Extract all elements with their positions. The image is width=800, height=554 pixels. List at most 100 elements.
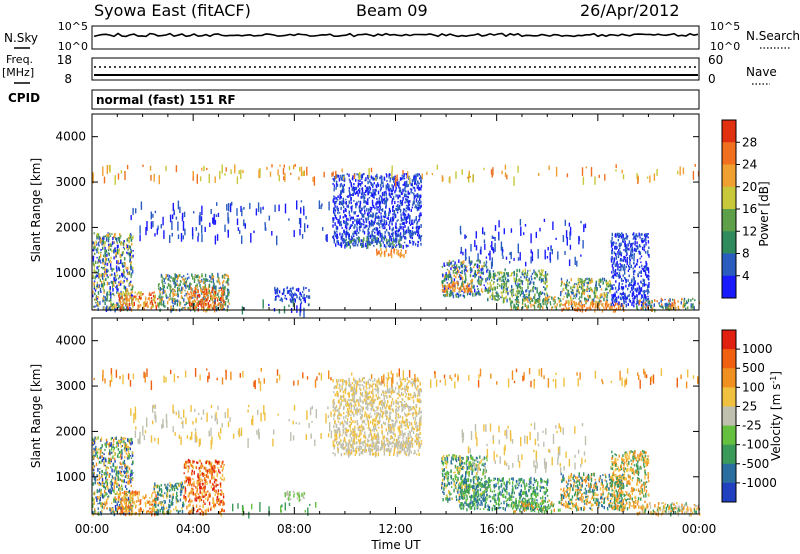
range-gate-cell bbox=[100, 511, 102, 513]
range-gate-cell bbox=[419, 175, 422, 179]
range-gate-cell bbox=[477, 271, 480, 273]
range-gate-cell bbox=[258, 169, 260, 179]
range-gate-cell bbox=[639, 299, 641, 303]
range-gate-cell bbox=[403, 212, 406, 216]
range-gate-cell bbox=[400, 219, 403, 222]
range-gate-cell bbox=[533, 304, 535, 307]
range-gate-cell bbox=[578, 290, 580, 293]
range-gate-cell bbox=[236, 218, 239, 226]
range-gate-cell bbox=[123, 262, 125, 265]
range-gate-cell bbox=[277, 294, 279, 296]
range-gate-cell bbox=[196, 283, 198, 286]
range-gate-cell bbox=[259, 168, 261, 177]
range-gate-cell bbox=[96, 479, 99, 481]
range-gate-cell bbox=[487, 289, 489, 293]
range-gate-cell bbox=[332, 209, 335, 213]
range-gate-cell bbox=[221, 164, 223, 174]
range-gate-cell bbox=[94, 271, 97, 274]
colorbar-segment bbox=[722, 275, 736, 299]
range-gate-cell bbox=[221, 297, 223, 301]
range-gate-cell bbox=[686, 302, 689, 304]
range-gate-cell bbox=[661, 303, 663, 306]
range-gate-cell bbox=[144, 300, 146, 304]
range-gate-cell bbox=[524, 303, 526, 307]
range-gate-cell bbox=[358, 238, 361, 243]
range-gate-cell bbox=[103, 267, 105, 269]
range-gate-cell bbox=[345, 217, 348, 221]
range-gate-cell bbox=[366, 212, 369, 216]
range-gate-cell bbox=[332, 236, 334, 239]
range-gate-cell bbox=[185, 285, 188, 287]
range-gate-cell bbox=[594, 294, 597, 298]
range-gate-cell bbox=[373, 196, 375, 199]
range-gate-cell bbox=[188, 303, 191, 307]
range-gate-cell bbox=[225, 274, 227, 276]
range-gate-cell bbox=[303, 297, 305, 301]
range-gate-cell bbox=[509, 290, 511, 293]
range-gate-cell bbox=[493, 281, 495, 283]
range-gate-cell bbox=[96, 249, 98, 254]
range-gate-cell bbox=[375, 184, 377, 187]
range-gate-cell bbox=[344, 244, 346, 249]
range-gate-cell bbox=[353, 189, 355, 193]
range-gate-cell bbox=[369, 234, 372, 238]
range-gate-cell bbox=[420, 194, 422, 198]
range-gate-cell bbox=[222, 292, 224, 297]
range-gate-cell bbox=[445, 272, 447, 275]
range-gate-cell bbox=[171, 299, 173, 304]
range-gate-cell bbox=[639, 236, 641, 239]
range-gate-cell bbox=[606, 288, 608, 291]
range-gate-cell bbox=[128, 500, 130, 504]
range-gate-cell bbox=[366, 245, 368, 250]
range-gate-cell bbox=[638, 232, 640, 237]
range-gate-cell bbox=[377, 184, 380, 187]
range-gate-cell bbox=[534, 301, 536, 305]
range-gate-cell bbox=[169, 284, 171, 288]
range-gate-cell bbox=[140, 296, 142, 300]
range-gate-cell bbox=[159, 298, 161, 303]
range-gate-cell bbox=[224, 173, 226, 176]
range-gate-cell bbox=[306, 166, 308, 176]
range-gate-cell bbox=[305, 216, 307, 220]
range-gate-cell bbox=[94, 448, 97, 452]
range-gate-cell bbox=[405, 245, 408, 248]
range-gate-cell bbox=[409, 215, 411, 218]
range-gate-cell bbox=[627, 264, 630, 268]
range-gate-cell bbox=[578, 298, 580, 300]
range-gate-cell bbox=[575, 302, 577, 305]
range-gate-cell bbox=[449, 295, 451, 298]
range-gate-cell bbox=[94, 440, 96, 443]
range-gate-cell bbox=[210, 276, 212, 280]
range-gate-cell bbox=[580, 281, 582, 285]
range-gate-cell bbox=[271, 231, 273, 236]
range-gate-cell bbox=[579, 304, 581, 308]
range-gate-cell bbox=[465, 288, 467, 292]
range-gate-cell bbox=[243, 207, 245, 210]
range-gate-cell bbox=[515, 306, 517, 311]
range-gate-cell bbox=[525, 261, 527, 267]
range-gate-cell bbox=[123, 307, 125, 309]
range-gate-cell bbox=[578, 235, 580, 245]
range-gate-cell bbox=[122, 474, 124, 477]
range-gate-cell bbox=[479, 293, 481, 296]
range-gate-cell bbox=[503, 288, 505, 291]
range-gate-cell bbox=[110, 267, 112, 270]
range-gate-cell bbox=[297, 288, 300, 290]
range-gate-cell bbox=[454, 282, 456, 285]
range-gate-cell bbox=[518, 290, 520, 294]
range-gate-cell bbox=[685, 307, 687, 310]
range-gate-cell bbox=[342, 186, 344, 190]
range-gate-cell bbox=[227, 282, 229, 286]
range-gate-cell bbox=[132, 297, 134, 300]
range-gate-cell bbox=[298, 217, 301, 225]
range-gate-cell bbox=[356, 221, 358, 226]
range-gate-cell bbox=[335, 200, 337, 205]
range-gate-cell bbox=[351, 205, 353, 207]
range-gate-cell bbox=[352, 242, 354, 245]
range-gate-cell bbox=[353, 230, 355, 235]
range-gate-cell bbox=[639, 245, 642, 248]
range-gate-cell bbox=[178, 288, 180, 291]
range-gate-cell bbox=[176, 275, 178, 278]
range-gate-cell bbox=[127, 291, 130, 296]
range-gate-cell bbox=[103, 245, 106, 247]
